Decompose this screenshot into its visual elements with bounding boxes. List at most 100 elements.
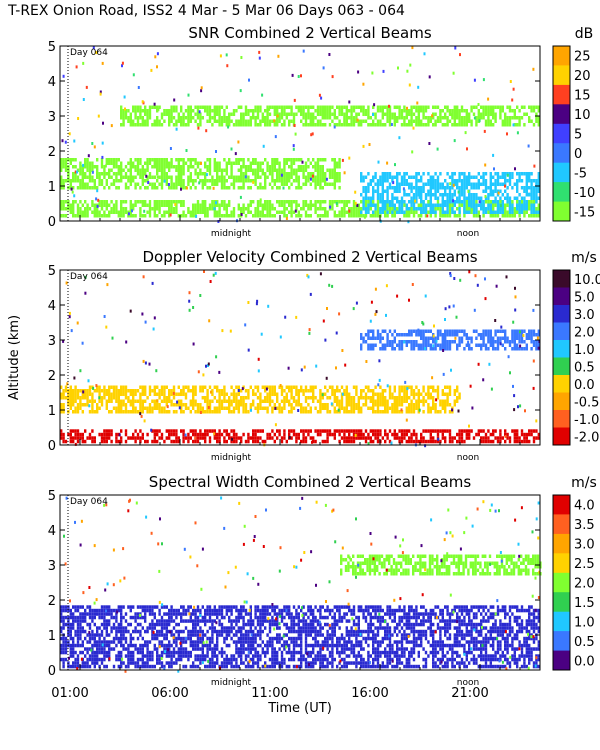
data-cell: [141, 165, 144, 169]
data-cell: [391, 410, 394, 414]
data-cell: [376, 436, 380, 440]
data-cell: [170, 210, 173, 214]
data-cell: [465, 432, 468, 437]
data-cell: [477, 333, 480, 337]
data-cell: [336, 175, 339, 179]
data-cell: [273, 207, 276, 211]
data-cell: [448, 193, 452, 197]
data-cell: [504, 179, 507, 183]
data-cell: [470, 119, 473, 123]
data-cell: [64, 140, 67, 144]
data-cell: [396, 403, 399, 407]
data-cell: [261, 210, 264, 214]
data-cell: [60, 168, 63, 172]
data-cell: [393, 210, 396, 214]
data-cell: [537, 189, 540, 193]
data-cell: [418, 408, 421, 412]
data-cell: [288, 403, 291, 407]
data-cell: [76, 403, 80, 407]
data-cell: [105, 182, 108, 186]
data-cell: [367, 436, 370, 440]
data-cell: [402, 187, 405, 191]
data-cell: [458, 343, 461, 347]
data-cell: [117, 403, 120, 407]
data-cell: [338, 172, 341, 176]
data-cell: [520, 429, 524, 433]
data-cell: [79, 406, 82, 410]
data-cell: [506, 179, 509, 183]
data-cell: [129, 123, 132, 127]
data-cell: [220, 203, 224, 207]
data-cell: [422, 182, 425, 186]
data-cell: [292, 158, 296, 162]
data-cell: [530, 189, 533, 193]
data-cell: [475, 336, 478, 340]
data-cell: [316, 119, 320, 123]
data-cell: [537, 207, 540, 211]
data-cell: [436, 432, 440, 437]
data-cell: [268, 182, 272, 186]
data-cell: [285, 214, 288, 218]
data-cell: [168, 392, 171, 396]
data-cell: [504, 116, 507, 120]
data-cell: [464, 131, 467, 135]
data-cell: [197, 126, 200, 130]
data-cell: [348, 429, 351, 433]
data-cell: [405, 418, 408, 422]
data-cell: [333, 175, 336, 179]
data-cell: [520, 207, 524, 211]
data-cell: [398, 385, 401, 389]
data-cell: [477, 432, 480, 437]
data-cell: [115, 203, 118, 207]
data-cell: [501, 172, 504, 176]
data-cell: [336, 389, 339, 393]
data-cell: [256, 385, 260, 389]
data-cell: [388, 210, 392, 214]
data-cell: [307, 158, 310, 162]
data-cell: [280, 436, 284, 440]
data-cell: [79, 633, 82, 637]
data-cell: [122, 403, 125, 407]
data-cell: [69, 389, 72, 393]
data-cell: [88, 168, 92, 172]
data-cell: [417, 179, 420, 183]
data-cell: [112, 385, 116, 389]
data-cell: [64, 636, 68, 641]
data-cell: [405, 389, 408, 393]
data-cell: [156, 172, 159, 176]
data-cell: [523, 347, 526, 351]
data-cell: [340, 406, 344, 410]
data-cell: [494, 189, 497, 193]
data-cell: [175, 105, 178, 109]
data-cell: [297, 182, 300, 186]
data-cell: [177, 179, 180, 183]
data-cell: [158, 396, 161, 400]
data-cell: [249, 165, 252, 169]
data-cell: [172, 410, 176, 414]
data-cell: [79, 629, 82, 634]
data-cell: [405, 182, 408, 186]
data-cell: [427, 343, 430, 347]
data-cell: [100, 182, 104, 186]
data-cell: [424, 329, 428, 333]
data-cell: [206, 396, 209, 400]
data-cell: [362, 436, 365, 440]
data-cell: [386, 207, 389, 211]
data-cell: [504, 175, 507, 179]
data-cell: [415, 436, 418, 440]
data-cell: [151, 399, 154, 403]
data-cell: [381, 175, 384, 179]
data-cell: [64, 657, 68, 662]
data-cell: [393, 196, 396, 200]
data-cell: [158, 119, 161, 123]
data-cell: [463, 189, 466, 193]
data-cell: [340, 210, 344, 214]
data-cell: [412, 439, 416, 444]
data-cell: [530, 109, 533, 113]
data-cell: [321, 403, 324, 407]
data-cell: [312, 172, 315, 176]
data-cell: [458, 396, 461, 400]
data-cell: [360, 172, 363, 176]
data-cell: [225, 105, 228, 109]
data-cell: [156, 123, 159, 127]
